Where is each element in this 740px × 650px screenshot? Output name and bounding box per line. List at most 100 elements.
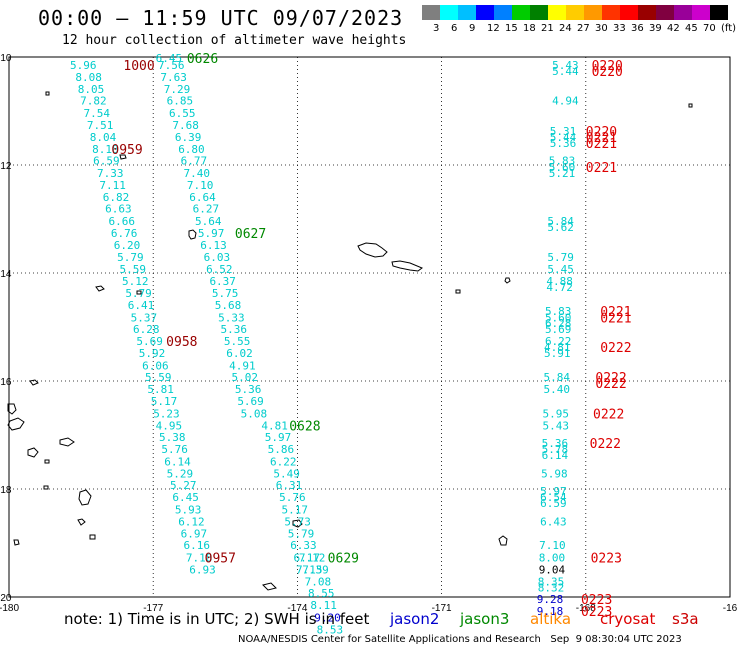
wave-height-point: 5.29 bbox=[167, 467, 194, 480]
wave-height-point: 9.20 bbox=[314, 612, 341, 625]
wave-height-point: 5.78 bbox=[542, 443, 569, 456]
wave-height-point: 6.59 bbox=[93, 155, 120, 168]
wave-height-point: 7.15 bbox=[296, 563, 323, 576]
legend-altika: altika bbox=[530, 610, 572, 628]
colorbar-label: 6 bbox=[451, 23, 458, 34]
wave-height-point: 5.84 bbox=[544, 371, 571, 384]
wave-height-point: 4.81 bbox=[261, 419, 288, 432]
wave-height-point: 9.04 bbox=[539, 563, 566, 576]
pass-time-label: 0223 bbox=[581, 593, 612, 608]
island-6 bbox=[455, 289, 461, 294]
wave-height-point: 5.92 bbox=[139, 347, 166, 360]
wave-height-point: 7.29 bbox=[164, 83, 191, 96]
wave-height-point: 5.21 bbox=[549, 167, 576, 180]
wave-height-point: 6.82 bbox=[103, 191, 130, 204]
wave-height-point: 7.18 bbox=[186, 552, 213, 565]
pass-time-label: 0220 bbox=[592, 59, 623, 74]
island-21 bbox=[119, 154, 127, 160]
wave-height-point: 9.28 bbox=[537, 593, 564, 606]
island-19 bbox=[262, 582, 277, 591]
colorbar-label: 3 bbox=[433, 23, 440, 34]
wave-height-point: 7.39 bbox=[302, 563, 329, 576]
plot-frame bbox=[8, 56, 731, 598]
colorbar-cell bbox=[494, 5, 512, 20]
wave-height-point: 6.28 bbox=[133, 323, 160, 336]
wave-height-point: 5.49 bbox=[273, 467, 300, 480]
chart-subtitle: 12 hour collection of altimeter wave hei… bbox=[62, 33, 407, 48]
wave-height-point: 6.52 bbox=[206, 263, 233, 276]
wave-height-point: 7.08 bbox=[305, 575, 332, 588]
wave-height-point: 5.17 bbox=[282, 504, 309, 517]
island-9 bbox=[7, 417, 25, 431]
wave-height-point: 6.16 bbox=[183, 539, 210, 552]
wave-height-point: 6.17 bbox=[294, 552, 321, 565]
wave-height-point: 6.28 bbox=[545, 317, 572, 330]
wave-height-point: 8.18 bbox=[92, 143, 119, 156]
wave-height-point: 5.43 bbox=[552, 59, 579, 72]
colorbar-cell bbox=[656, 5, 674, 20]
wave-height-point: 6.97 bbox=[181, 527, 208, 540]
colorbar-cell bbox=[638, 5, 656, 20]
island-13 bbox=[78, 489, 92, 506]
wave-height-point: 5.68 bbox=[215, 299, 242, 312]
wave-height-point: 5.81 bbox=[147, 383, 174, 396]
wave-height-point: 8.11 bbox=[310, 599, 337, 612]
wave-height-point: 5.55 bbox=[224, 335, 251, 348]
wave-height-point: 5.73 bbox=[284, 515, 311, 528]
wave-height-point: 5.97 bbox=[540, 485, 567, 498]
wave-height-point: 6.41 bbox=[128, 299, 155, 312]
wave-height-point: 6.39 bbox=[175, 131, 202, 144]
island-15 bbox=[89, 534, 96, 540]
wave-height-point: 5.69 bbox=[545, 323, 572, 336]
wave-height-point: 5.02 bbox=[232, 371, 258, 384]
colorbar-label: 33 bbox=[613, 23, 626, 34]
pass-time-label: 0222 bbox=[600, 341, 631, 356]
island-5 bbox=[136, 290, 142, 295]
footer-credit: NOAA/NESDIS Center for Satellite Applica… bbox=[238, 634, 682, 645]
pass-time-label: 0958 bbox=[166, 335, 197, 350]
wave-height-point: 5.98 bbox=[541, 467, 568, 480]
legend: note: 1) Time is in UTC; 2) SWH is in fe… bbox=[0, 610, 740, 632]
wave-height-point: 5.36 bbox=[542, 437, 569, 450]
wave-height-point: 7.40 bbox=[183, 167, 210, 180]
wave-height-point: 6.22 bbox=[545, 335, 572, 348]
colorbar-label: 18 bbox=[523, 23, 536, 34]
wave-height-point: 5.76 bbox=[279, 491, 306, 504]
wave-height-point: 7.63 bbox=[160, 71, 187, 84]
wave-height-point: 5.97 bbox=[265, 431, 292, 444]
wave-height-point: 5.12 bbox=[122, 275, 149, 288]
wave-height-point: 6.93 bbox=[189, 563, 216, 576]
wave-height-point: 5.43 bbox=[543, 419, 570, 432]
colorbar-label: 12 bbox=[487, 23, 500, 34]
colorbar-cell bbox=[458, 5, 476, 20]
wave-height-point: 5.44 bbox=[552, 65, 579, 78]
pass-time-label: 0626 bbox=[187, 52, 218, 67]
wave-height-point: 8.55 bbox=[308, 587, 335, 600]
wave-height-point: 5.33 bbox=[218, 311, 245, 324]
wave-height-point: 5.79 bbox=[125, 287, 152, 300]
y-tick-label: -10 bbox=[0, 53, 12, 64]
legend-cryosat: cryosat bbox=[600, 610, 656, 628]
wave-height-point: 5.40 bbox=[544, 383, 571, 396]
wave-height-point: 7.68 bbox=[172, 119, 199, 132]
island-17 bbox=[292, 519, 303, 528]
wave-height-point: 7.56 bbox=[158, 59, 185, 72]
land-outlines bbox=[7, 91, 693, 591]
colorbar-cell bbox=[620, 5, 638, 20]
wave-height-point: 4.81 bbox=[544, 341, 571, 354]
colorbar-cell bbox=[584, 5, 602, 20]
colorbar-cell bbox=[476, 5, 494, 20]
wave-height-point: 6.37 bbox=[209, 275, 236, 288]
pass-time-label: 0221 bbox=[600, 311, 631, 326]
island-3 bbox=[688, 103, 693, 108]
wave-height-point: 6.02 bbox=[226, 347, 253, 360]
wave-height-point: 5.79 bbox=[547, 251, 574, 264]
wave-height-point: 5.36 bbox=[550, 137, 577, 150]
pass-time-label: 0221 bbox=[586, 131, 617, 146]
x-tick-label: -168 bbox=[576, 603, 596, 614]
colorbar-cell bbox=[440, 5, 458, 20]
colorbar-label: 21 bbox=[541, 23, 554, 34]
island-18 bbox=[498, 535, 508, 546]
wave-height-point: 8.32 bbox=[538, 581, 565, 594]
wave-height-point: 6.43 bbox=[540, 515, 567, 528]
